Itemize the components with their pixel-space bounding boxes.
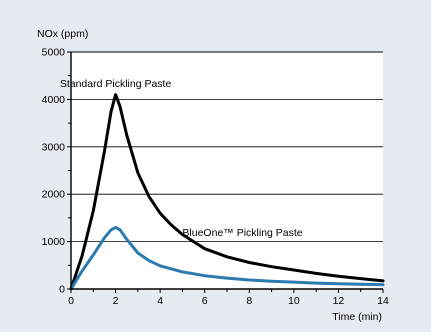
axes [67, 51, 384, 293]
series-line-blueone [69, 225, 385, 291]
y-tick-label: 3000 [42, 141, 66, 153]
x-tick-label: 8 [246, 295, 252, 307]
series-group [69, 93, 385, 291]
y-tick-label: 5000 [42, 47, 66, 59]
y-tick-label: 4000 [42, 94, 66, 106]
annotation-standard: Standard Pickling Paste [60, 78, 172, 90]
x-tick-label: 12 [333, 295, 345, 307]
x-tick-label: 2 [113, 295, 119, 307]
x-tick-label: 6 [202, 295, 208, 307]
plot-area [71, 52, 383, 289]
x-tick-label: 10 [288, 295, 300, 307]
y-tick-label: 1000 [42, 236, 66, 248]
x-tick-label: 0 [68, 295, 74, 307]
y-tick-label: 0 [59, 284, 65, 296]
x-tick-label: 4 [157, 295, 163, 307]
y-tick-label: 2000 [42, 189, 66, 201]
series-line-standard [69, 93, 385, 291]
labels: 0 1000 2000 3000 4000 5000 0 2 4 6 8 10 12 14 NOx (ppm… [37, 28, 389, 323]
annotation-blueone: BlueOne™ Pickling Paste [182, 227, 302, 239]
y-axis-title: NOx (ppm) [37, 28, 88, 40]
x-axis-title: Time (min) [332, 311, 382, 323]
x-tick-label: 14 [377, 295, 389, 307]
